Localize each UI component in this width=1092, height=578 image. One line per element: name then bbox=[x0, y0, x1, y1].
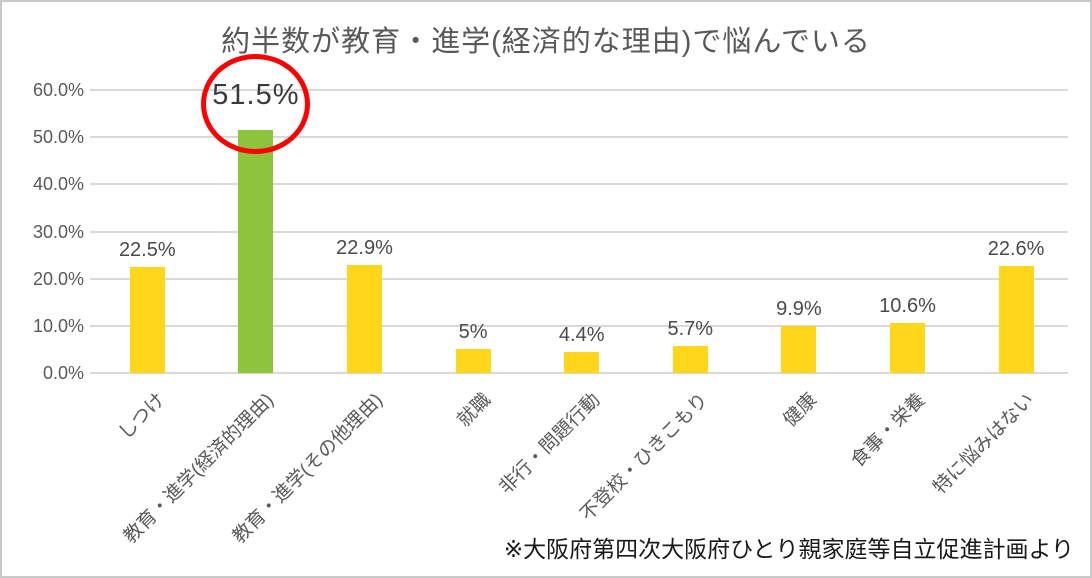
y-axis-tick-label: 10.0% bbox=[32, 315, 84, 336]
gridline-0pct bbox=[90, 372, 1068, 374]
x-axis-category-label: 非行・問題行動 bbox=[495, 389, 605, 499]
bar-6 bbox=[781, 326, 817, 373]
chart-title: 約半数が教育・進学(経済的な理由)で悩んでいる bbox=[221, 26, 871, 58]
y-axis-tick-label: 50.0% bbox=[32, 127, 84, 148]
bar-3 bbox=[455, 349, 491, 373]
y-axis-tick-label: 40.0% bbox=[32, 174, 84, 195]
source-footnote: ※大阪府第四次大阪府ひとり親家庭等自立促進計画より bbox=[503, 536, 1074, 562]
gridline-60pct bbox=[90, 89, 1068, 91]
bar-1 bbox=[238, 130, 274, 373]
bar-value-label: 5.7% bbox=[667, 318, 714, 341]
bar-2 bbox=[347, 264, 382, 373]
x-axis-category-label: 食事・栄養 bbox=[847, 389, 930, 472]
bar-value-label: 22.9% bbox=[336, 236, 393, 259]
y-axis-tick-label: 0.0% bbox=[42, 363, 84, 383]
gridline-50pct bbox=[90, 136, 1068, 139]
x-axis-category-label: 就職 bbox=[453, 389, 496, 432]
highlight-circle-annotation bbox=[201, 54, 310, 154]
bar-value-label: 22.5% bbox=[118, 238, 176, 261]
gridline-20pct bbox=[90, 277, 1068, 280]
x-axis-category-label: 特に悩みはない bbox=[929, 389, 1039, 499]
bar-value-label: 5% bbox=[458, 321, 488, 344]
bar-4 bbox=[564, 352, 600, 373]
bar-value-label: 22.6% bbox=[987, 238, 1045, 261]
bar-0 bbox=[129, 266, 165, 373]
bar-value-label: 9.9% bbox=[776, 298, 822, 321]
bar-7 bbox=[890, 323, 925, 373]
bar-value-label: 4.4% bbox=[558, 324, 605, 347]
gridline-40pct bbox=[90, 183, 1068, 186]
bar-5 bbox=[672, 346, 708, 373]
gridline-10pct bbox=[90, 324, 1068, 327]
y-axis-tick-label: 20.0% bbox=[32, 268, 84, 289]
bar-value-label: 10.6% bbox=[879, 295, 936, 317]
x-axis-category-label: しつけ bbox=[115, 389, 170, 444]
y-axis-tick-label: 60.0% bbox=[32, 80, 84, 100]
y-axis-tick-label: 30.0% bbox=[32, 221, 84, 242]
bar-8 bbox=[998, 266, 1034, 373]
x-axis-category-label: 健康 bbox=[779, 389, 822, 432]
gridline-30pct bbox=[90, 230, 1068, 233]
